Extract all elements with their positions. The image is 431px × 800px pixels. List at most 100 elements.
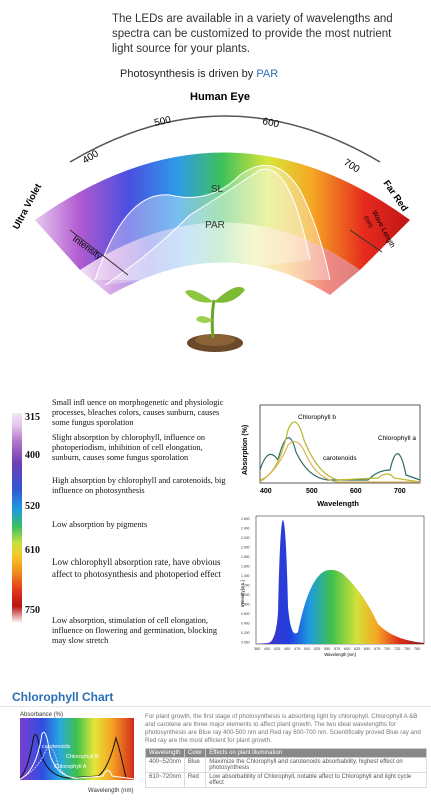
vertical-spectrum-bar — [12, 413, 22, 623]
wavelength-unit: (nm) — [362, 215, 373, 229]
spectrum-scale-panel: 315 400 520 610 750 Small infl uence on … — [0, 398, 235, 645]
spectrum-xtick-14: 700 — [384, 647, 390, 651]
absorption-legend-chl-a: Chlorophyll a — [378, 435, 416, 442]
tick-500: 500 — [153, 115, 172, 129]
chlorophyll-b-curve — [259, 421, 421, 483]
legend-chlorophyll-b: Chlorophyll B — [66, 754, 99, 760]
photosynthesis-caption: Photosynthesis is driven by PAR — [120, 68, 278, 80]
tick-600: 600 — [261, 116, 280, 130]
band-description-6: Low absorption, stimulation of cell elon… — [52, 616, 217, 645]
spectrum-ytick-12: 0.400 — [241, 622, 250, 626]
absorption-xlabel: Wavelength — [317, 499, 359, 508]
table-header-color: Color — [183, 748, 207, 758]
scale-tick-750: 750 — [25, 605, 40, 616]
intro-text: The LEDs are available in a variety of w… — [112, 13, 393, 55]
section-divider — [0, 706, 431, 707]
chlorophyll-chart-title: Chlorophyll Chart — [12, 690, 114, 704]
chlorophyll-b-curve — [19, 731, 135, 780]
spectrum-ytick-8: 1.200 — [241, 584, 250, 588]
spectrum-ytick-7: 1.400 — [241, 574, 250, 578]
spectrum-xtick-16: 750 — [404, 647, 410, 651]
table-cell: Blue — [183, 757, 207, 773]
wavelength-axis — [349, 229, 383, 253]
legend-carotenoids: carotenoids — [42, 744, 71, 750]
chlorophyll-description: For plant growth, the first stage of pho… — [145, 713, 421, 744]
tick-400: 400 — [81, 148, 101, 166]
spectrum-xtick-6: 500 — [304, 647, 310, 651]
scale-tick-610: 610 — [25, 545, 40, 556]
absorption-chart: Chlorophyll b Chlorophyll a carotenoids … — [242, 404, 421, 508]
chlorophyll-absorbance-chart: Absorbance (%) carotenoids Chlorophyll B… — [19, 712, 135, 794]
sl-curve — [94, 165, 331, 281]
absorption-xtick-700: 700 — [394, 488, 406, 495]
spectrum-intensity-chart: Intensity[a.u.] 2.600 2.400 2.200 2.000 … — [240, 515, 425, 657]
spectrum-xtick-17: 780 — [414, 647, 420, 651]
band-description-4: Low absorption by pigments — [52, 520, 148, 529]
spectrum-ytick-3: 2.200 — [241, 536, 250, 540]
spectrum-xtick-15: 725 — [394, 647, 400, 651]
par-label: PAR — [205, 220, 225, 231]
spectrum-xtick-4: 450 — [284, 647, 290, 651]
spectrum-ytick-13: 0.200 — [241, 631, 250, 635]
wavelength-effects-table: Wavelength Color Effects on plant illumi… — [145, 748, 427, 788]
table-cell: 610~720nm — [145, 772, 185, 788]
band-description-3: High absorption by chlorophyll and carot… — [52, 476, 226, 495]
intensity-axis — [69, 229, 129, 276]
spectrum-xtick-8: 550 — [324, 647, 330, 651]
table-row: 400~520nm Blue Maximize the Chlorophyll … — [145, 757, 427, 773]
scale-tick-400: 400 — [25, 450, 40, 461]
absorption-plot-frame — [259, 404, 421, 484]
band-description-5: Low chlorophyll absorption rate, have ob… — [52, 557, 221, 579]
spectrum-ytick-4: 2.000 — [241, 546, 250, 550]
absorption-xtick-600: 600 — [350, 488, 362, 495]
absorption-legend-carotenoids: carotenoids — [323, 455, 357, 462]
spectrum-xtick-5: 475 — [294, 647, 300, 651]
table-cell: Red — [183, 772, 207, 788]
spectrum-ytick-14: 0.050 — [241, 641, 250, 645]
spectrum-intensity-area — [256, 520, 424, 644]
absorption-ylabel: Absorption (%) — [242, 425, 249, 475]
spectrum-ytick-6: 1.600 — [241, 565, 250, 569]
human-eye-label: Human Eye — [190, 91, 250, 103]
spectrum-xtick-2: 400 — [264, 647, 270, 651]
tick-700: 700 — [341, 157, 361, 175]
spectrum-ytick-1: 2.600 — [241, 517, 250, 521]
scale-tick-520: 520 — [25, 501, 40, 512]
spectrum-ytick-9: 1.000 — [241, 593, 250, 597]
table-cell: Maximize the Chlorophyll and carotenoids… — [205, 757, 427, 773]
sl-label: SL — [211, 184, 224, 195]
table-header-effects: Effects on plant illumination — [205, 748, 427, 758]
rainbow-inner — [80, 222, 360, 295]
par-link: PAR — [256, 68, 279, 80]
table-cell: Low absorbability of Chlorophyll, notabl… — [205, 772, 427, 788]
scale-tick-315: 315 — [25, 412, 40, 423]
chlorophyll-a-curve — [19, 733, 127, 779]
carotenoids-curve — [19, 746, 79, 780]
spectrum-xtick-10: 600 — [344, 647, 350, 651]
absorption-xtick-400: 400 — [260, 488, 272, 495]
spectrum-xtick-11: 625 — [354, 647, 360, 651]
spectrum-ylabel: Intensity[a.u.] — [240, 580, 245, 607]
carotenoids-curve — [259, 441, 420, 483]
spectrum-ytick-2: 2.400 — [241, 527, 250, 531]
par-curve — [104, 168, 311, 286]
spectrum-xtick-9: 575 — [334, 647, 340, 651]
spectrum-ytick-10: 0.800 — [241, 603, 250, 607]
chlorophyll-ylabel: Absorbance (%) — [20, 712, 63, 718]
spectrum-xtick-1: 380 — [254, 647, 260, 651]
chlorophyll-spectrum-bg — [20, 718, 134, 780]
photosynthesis-prefix: Photosynthesis is driven by — [120, 68, 257, 80]
spectrum-ytick-11: 0.600 — [241, 612, 250, 616]
spectrum-ytick-5: 1.800 — [241, 555, 250, 559]
band-description-2: Slight absorption by chlorophyll, influe… — [52, 433, 206, 462]
legend-chlorophyll-a: Chlorophyll A — [54, 764, 87, 770]
absorption-xtick-500: 500 — [306, 488, 318, 495]
spectrum-xlabel: Wavelength [nm] — [324, 652, 355, 657]
spectrum-xtick-13: 675 — [374, 647, 380, 651]
table-row: 610~720nm Red Low absorbability of Chlor… — [145, 772, 427, 788]
spectrum-xtick-12: 650 — [364, 647, 370, 651]
spectrum-xtick-7: 525 — [314, 647, 320, 651]
human-eye-bracket — [69, 115, 381, 163]
table-cell: 400~520nm — [145, 757, 185, 773]
chlorophyll-xlabel: Wavelength (nm) — [88, 788, 133, 794]
